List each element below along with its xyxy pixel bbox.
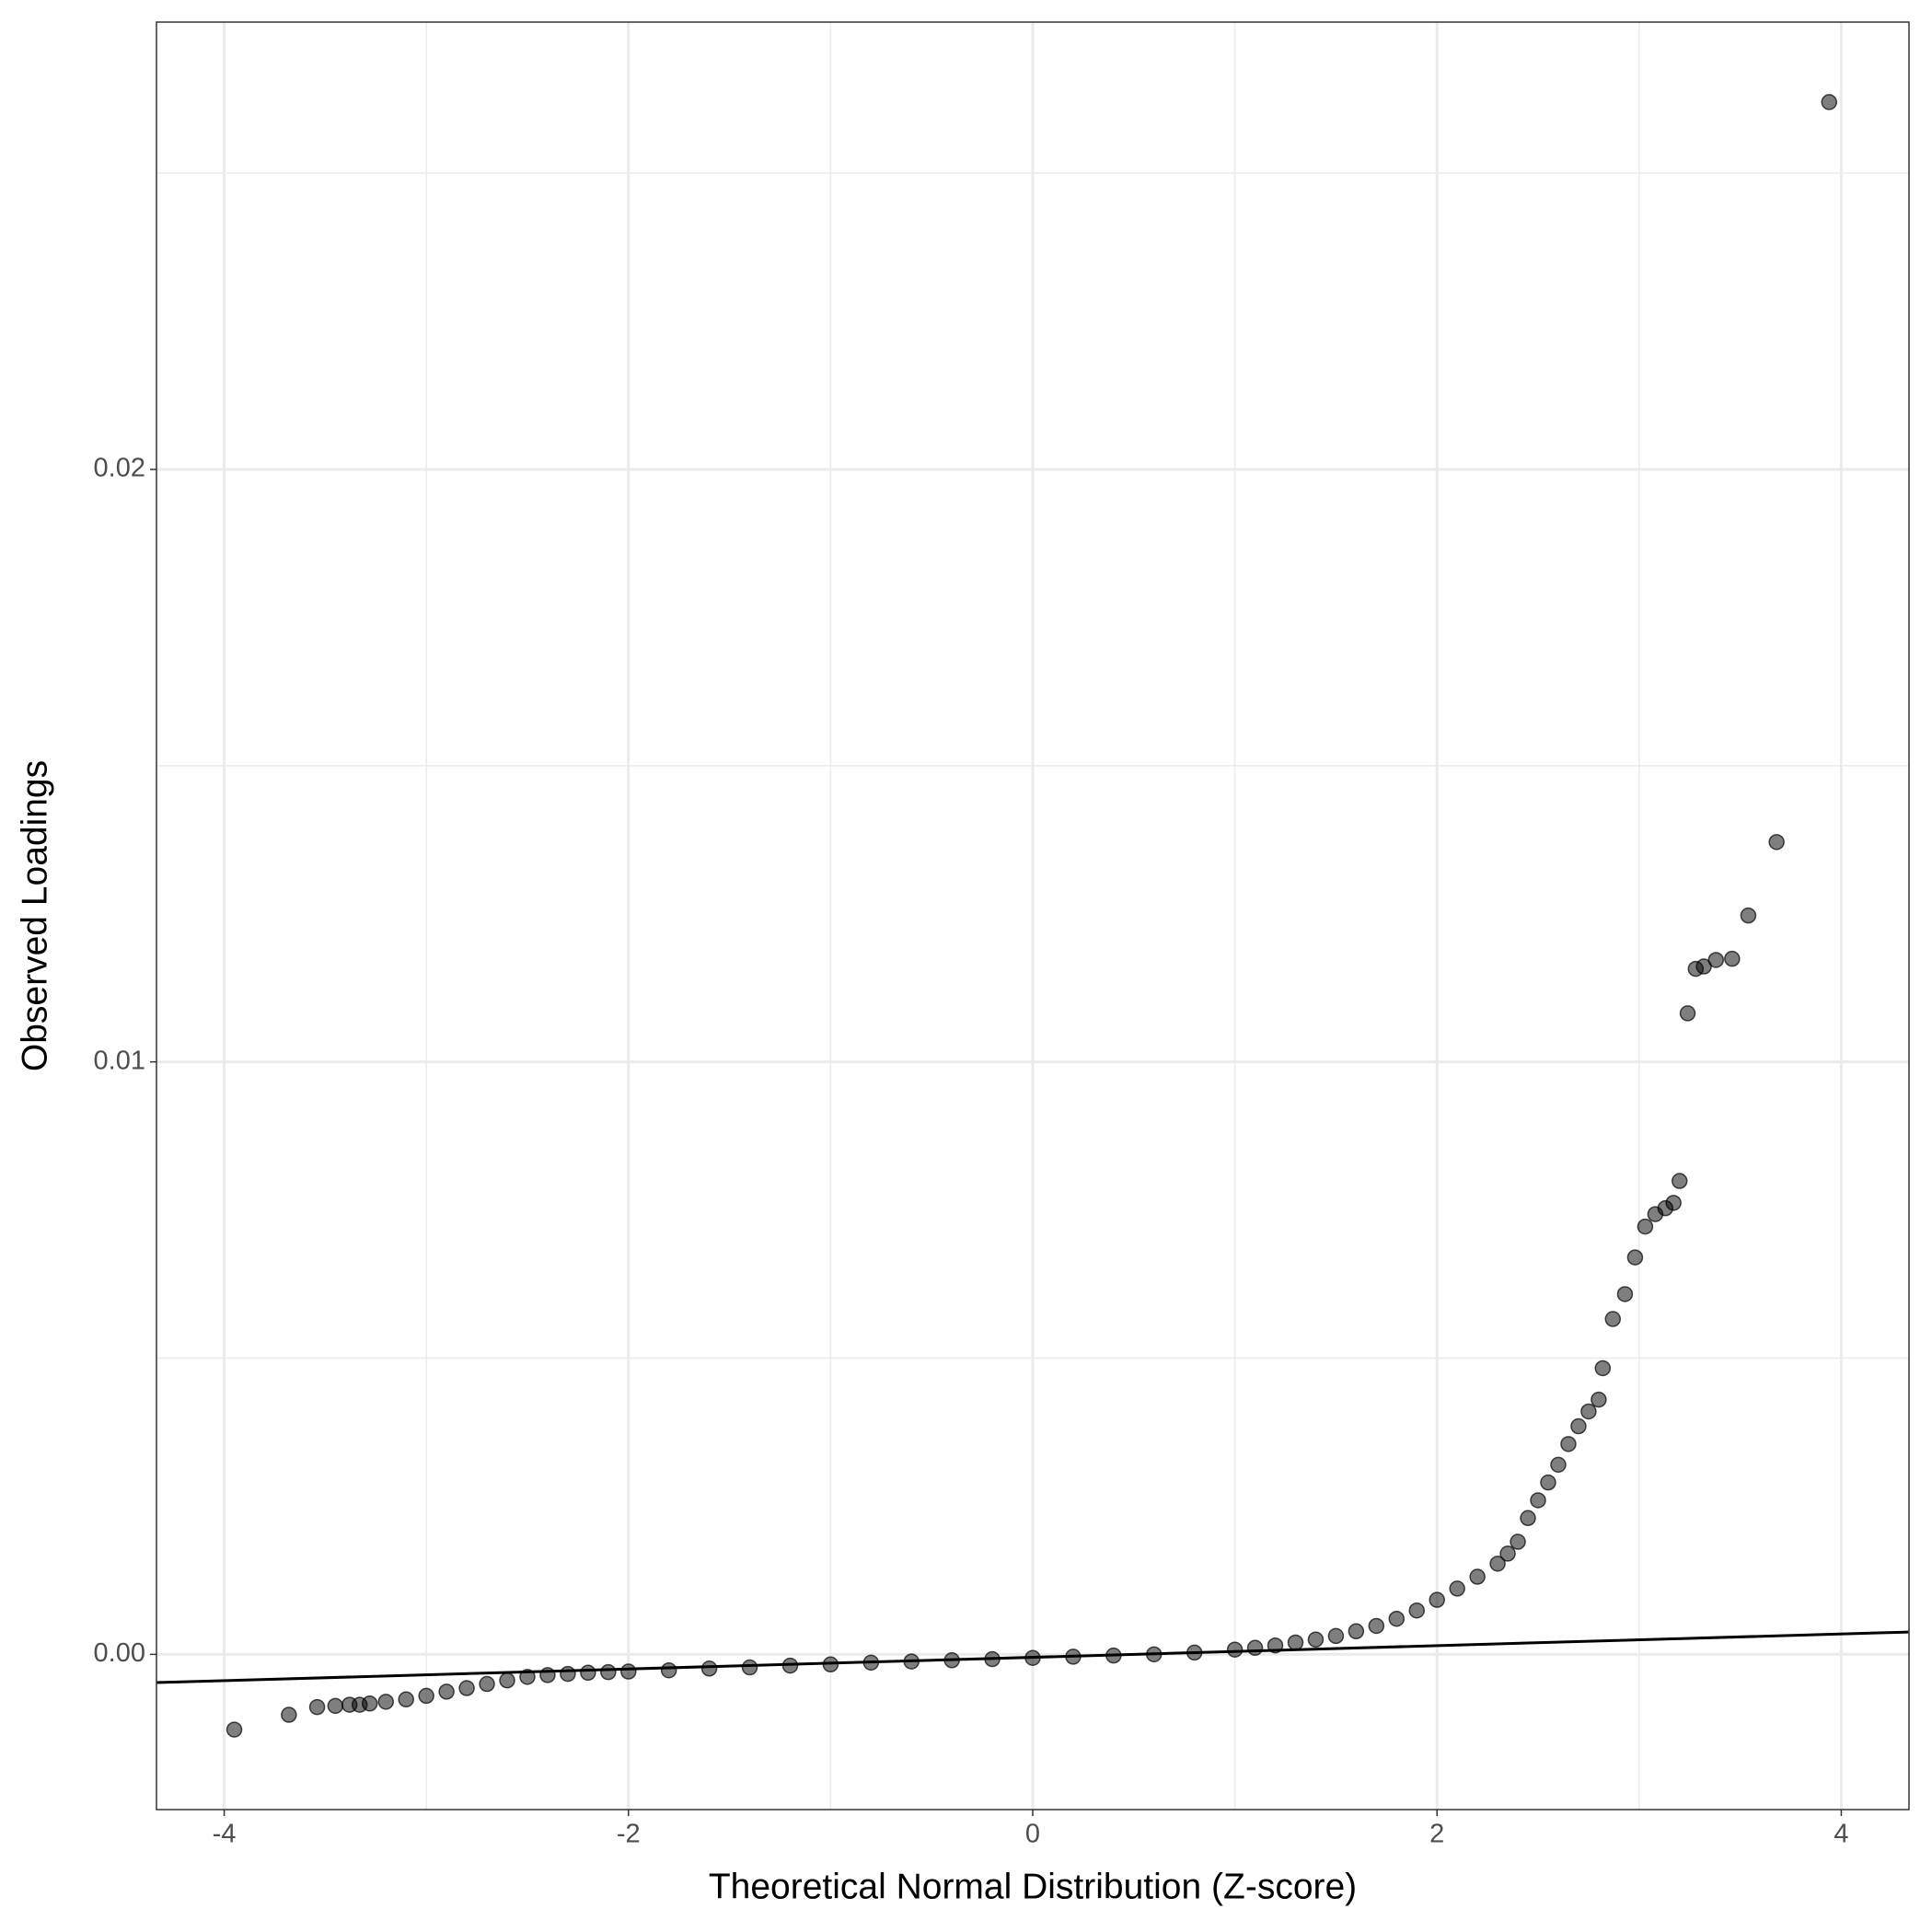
point: [499, 1672, 515, 1689]
point: [361, 1695, 378, 1712]
point: [600, 1663, 617, 1681]
point: [700, 1660, 718, 1677]
point: [1560, 1436, 1577, 1452]
point: [1429, 1591, 1445, 1608]
point: [741, 1659, 758, 1676]
point: [1287, 1634, 1304, 1651]
plot-area: [156, 94, 1909, 1738]
point: [620, 1663, 637, 1680]
point: [580, 1664, 596, 1682]
point: [1550, 1456, 1567, 1474]
x-tick-label: 0: [1025, 1820, 1040, 1849]
point: [1408, 1602, 1426, 1619]
point: [1388, 1610, 1406, 1627]
point: [1591, 1391, 1607, 1408]
point: [281, 1706, 297, 1723]
point: [1530, 1492, 1546, 1509]
point: [1821, 94, 1838, 110]
point: [1499, 1545, 1516, 1562]
point: [1695, 958, 1712, 975]
point: [1510, 1533, 1526, 1550]
x-tick-label: -4: [213, 1820, 237, 1849]
y-tick-label: 0.02: [94, 454, 145, 483]
point: [1740, 907, 1757, 924]
point: [1307, 1631, 1325, 1649]
y-tick-label: 0.01: [94, 1046, 145, 1075]
point: [1246, 1639, 1264, 1657]
point: [1679, 1005, 1696, 1022]
point: [1626, 1249, 1644, 1266]
point: [1707, 952, 1725, 968]
point: [560, 1665, 576, 1683]
point: [1489, 1556, 1506, 1572]
point: [1665, 1195, 1682, 1211]
point: [1449, 1580, 1465, 1597]
point: [1604, 1311, 1622, 1327]
point: [308, 1698, 326, 1716]
point: [1348, 1623, 1365, 1640]
point: [1327, 1627, 1345, 1645]
point: [1671, 1173, 1688, 1189]
point: [458, 1680, 475, 1696]
y-axis-title: Observed Loadings: [15, 760, 54, 1071]
point: [327, 1697, 344, 1715]
x-tick-label: 4: [1834, 1820, 1848, 1849]
reference-line: [156, 1630, 1909, 1684]
point: [1570, 1417, 1587, 1435]
x-tick-label: 2: [1429, 1820, 1444, 1849]
y-tick-label: 0.00: [94, 1638, 145, 1668]
point: [398, 1691, 414, 1708]
point: [1226, 1641, 1244, 1658]
point: [1368, 1617, 1385, 1635]
point: [1768, 834, 1785, 850]
x-axis-title: Theoretical Normal Distribution (Z-score…: [709, 1867, 1357, 1906]
point: [418, 1687, 434, 1705]
point: [1580, 1403, 1597, 1420]
panel-border: [156, 21, 1910, 1811]
point: [1594, 1359, 1612, 1377]
point: [660, 1661, 677, 1679]
point: [479, 1675, 495, 1693]
point: [377, 1694, 395, 1710]
point: [1637, 1218, 1654, 1235]
point: [226, 1721, 243, 1738]
x-tick-label: -2: [617, 1820, 641, 1849]
point: [1520, 1510, 1536, 1527]
point: [1616, 1286, 1634, 1302]
point: [438, 1683, 455, 1700]
point: [1540, 1474, 1556, 1491]
point: [1469, 1568, 1486, 1585]
point: [1724, 950, 1741, 967]
